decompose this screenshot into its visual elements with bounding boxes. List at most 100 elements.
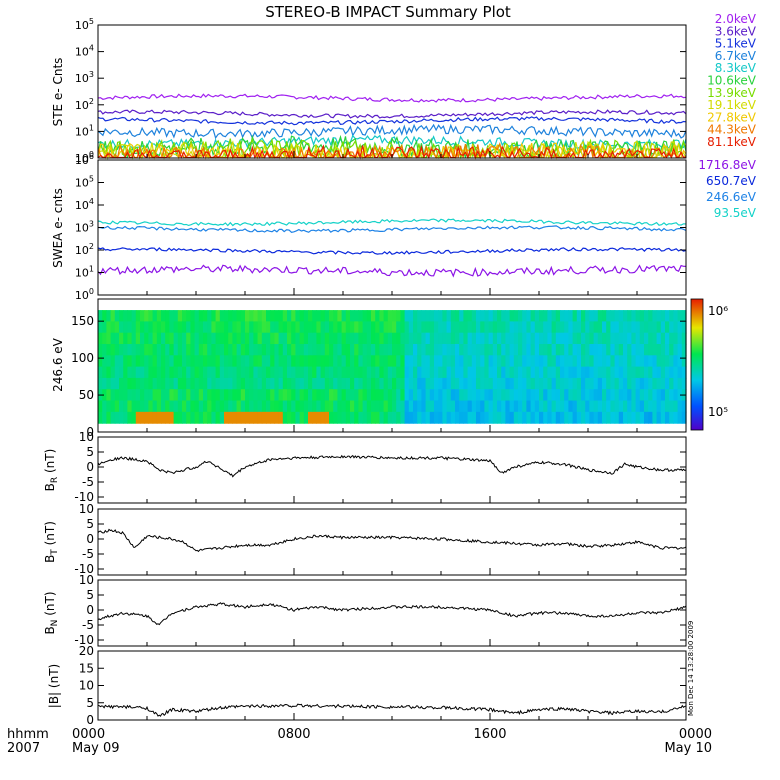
heatmap-cell bbox=[295, 344, 301, 356]
heatmap-cell bbox=[245, 389, 250, 402]
heatmap-cell bbox=[681, 411, 687, 424]
heatmap-cell bbox=[165, 321, 170, 334]
heatmap-cell bbox=[501, 389, 506, 402]
heatmap-cell bbox=[211, 411, 217, 424]
heatmap-cell bbox=[442, 321, 448, 334]
heatmap-cell bbox=[610, 344, 616, 356]
heatmap-cell bbox=[534, 366, 540, 379]
heatmap-cell bbox=[203, 344, 208, 356]
ytick-label: 5 bbox=[86, 696, 94, 710]
heatmap-cell bbox=[585, 389, 590, 402]
heatmap-cell bbox=[434, 411, 439, 424]
heatmap-cell bbox=[224, 400, 229, 413]
heatmap-cell bbox=[530, 411, 536, 424]
heatmap-cell bbox=[572, 389, 578, 402]
heatmap-cell bbox=[581, 344, 586, 356]
heatmap-cell bbox=[488, 310, 494, 322]
heatmap-cell bbox=[161, 366, 166, 379]
heatmap-cell bbox=[211, 389, 217, 402]
heatmap-cell bbox=[551, 332, 557, 345]
heatmap-cell bbox=[190, 310, 196, 322]
heatmap-cell bbox=[240, 344, 246, 356]
heatmap-cell bbox=[459, 411, 464, 424]
heatmap-cell bbox=[282, 355, 288, 368]
series-line-44.3keV bbox=[97, 141, 687, 160]
heatmap-cell bbox=[593, 355, 599, 368]
heatmap-cell bbox=[585, 377, 590, 390]
heatmap-cell bbox=[635, 344, 641, 356]
heatmap-cell bbox=[144, 411, 149, 424]
colorbar-label-high: 10⁶ bbox=[708, 304, 728, 318]
heatmap-cell bbox=[576, 310, 582, 322]
heatmap-cell bbox=[295, 321, 301, 334]
heatmap-cell bbox=[429, 377, 435, 390]
heatmap-cell bbox=[119, 400, 124, 413]
heatmap-cell bbox=[358, 389, 364, 402]
heatmap-cell bbox=[644, 366, 649, 379]
heatmap-cell bbox=[593, 344, 599, 356]
heatmap-cell bbox=[581, 310, 586, 322]
heatmap-cell bbox=[450, 310, 456, 322]
heatmap-cell bbox=[211, 332, 217, 345]
heatmap-cell bbox=[161, 400, 166, 413]
heatmap-cell bbox=[379, 310, 385, 322]
heatmap-cell bbox=[396, 332, 401, 345]
heatmap-cell bbox=[119, 355, 124, 368]
heatmap-cell bbox=[236, 332, 242, 345]
heatmap-cell bbox=[455, 310, 460, 322]
heatmap-cell bbox=[123, 355, 128, 368]
heatmap-cell bbox=[240, 366, 246, 379]
heatmap-cell bbox=[114, 389, 120, 402]
heatmap-cell bbox=[98, 366, 103, 379]
heatmap-cell bbox=[135, 411, 141, 424]
heatmap-cell bbox=[182, 377, 187, 390]
heatmap-cell bbox=[421, 310, 427, 322]
heatmap-cell bbox=[396, 377, 401, 390]
heatmap-cell bbox=[631, 310, 637, 322]
heatmap-cell bbox=[232, 366, 238, 379]
heatmap-cell bbox=[287, 400, 292, 413]
heatmap-cell bbox=[400, 366, 406, 379]
heatmap-cell bbox=[366, 332, 372, 345]
heatmap-cell bbox=[396, 355, 401, 368]
heatmap-cell bbox=[282, 332, 288, 345]
heatmap-cell bbox=[581, 400, 586, 413]
heatmap-cell bbox=[194, 321, 200, 334]
heatmap-cell bbox=[291, 389, 296, 402]
heatmap-cell bbox=[631, 366, 637, 379]
heatmap-cell bbox=[450, 377, 456, 390]
heatmap-cell bbox=[606, 310, 611, 322]
heatmap-cell bbox=[446, 332, 452, 345]
heatmap-cell bbox=[282, 377, 288, 390]
heatmap-cell bbox=[526, 355, 532, 368]
heatmap-cell bbox=[656, 377, 662, 390]
heatmap-cell bbox=[366, 400, 372, 413]
heatmap-cell bbox=[190, 321, 196, 334]
heatmap-cell bbox=[488, 321, 494, 334]
heatmap-cell bbox=[522, 310, 527, 322]
heatmap-cell bbox=[497, 400, 502, 413]
heatmap-cell bbox=[173, 332, 179, 345]
heatmap-cell bbox=[387, 355, 393, 368]
heatmap-cell bbox=[627, 411, 632, 424]
heatmap-cell bbox=[219, 355, 225, 368]
heatmap-cell bbox=[669, 332, 674, 345]
heatmap-cell bbox=[110, 411, 116, 424]
heatmap-cell bbox=[534, 377, 540, 390]
heatmap-cell bbox=[602, 344, 607, 356]
heatmap-cell bbox=[266, 310, 271, 322]
heatmap-cell bbox=[190, 355, 196, 368]
heatmap-cell bbox=[341, 310, 347, 322]
heatmap-cell bbox=[421, 400, 427, 413]
heatmap-cell bbox=[362, 411, 368, 424]
heatmap-cell bbox=[291, 321, 296, 334]
heatmap-cell bbox=[526, 377, 532, 390]
heatmap-cell bbox=[114, 344, 120, 356]
heatmap-cell bbox=[131, 411, 137, 424]
heatmap-cell bbox=[190, 332, 196, 345]
heatmap-cell bbox=[152, 366, 158, 379]
heatmap-cell bbox=[497, 344, 502, 356]
heatmap-cell bbox=[169, 377, 175, 390]
heatmap-cell bbox=[413, 377, 418, 390]
heatmap-cell bbox=[375, 321, 380, 334]
